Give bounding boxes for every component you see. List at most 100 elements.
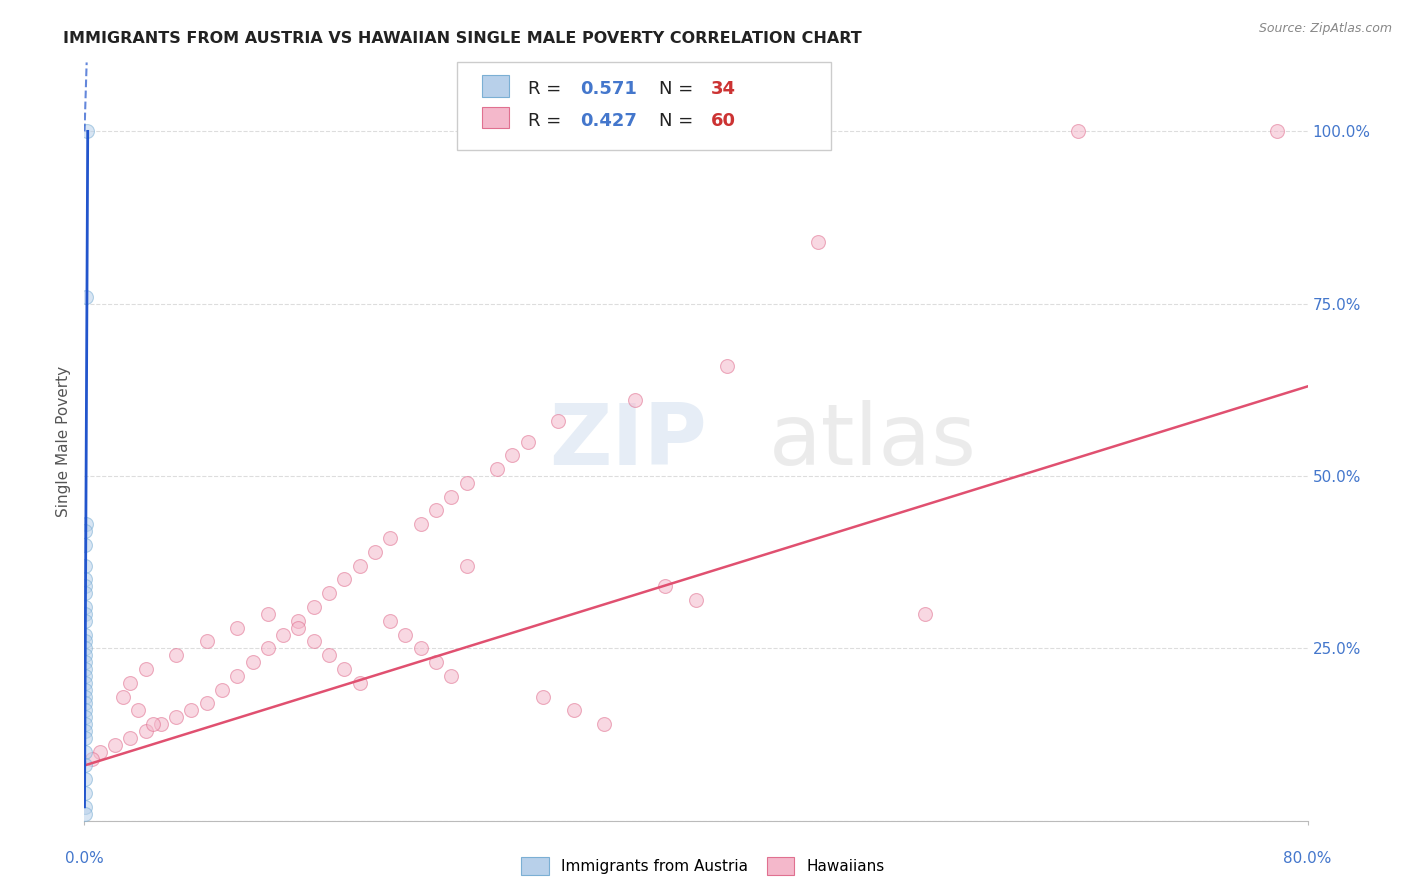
Text: N =: N = xyxy=(659,80,699,98)
Text: 0.427: 0.427 xyxy=(579,112,637,130)
Point xyxy=(440,669,463,683)
Point xyxy=(73,634,96,648)
Point xyxy=(318,648,340,663)
Point xyxy=(73,806,96,821)
Point xyxy=(75,290,97,304)
Point xyxy=(1265,124,1288,138)
Point xyxy=(135,724,157,739)
Point xyxy=(73,648,96,663)
Point xyxy=(807,235,830,249)
Point xyxy=(271,627,294,641)
Point xyxy=(127,703,149,717)
Point xyxy=(73,703,96,717)
Point xyxy=(73,772,96,787)
Point xyxy=(111,690,134,704)
Text: 0.571: 0.571 xyxy=(579,80,637,98)
Legend: Immigrants from Austria, Hawaiians: Immigrants from Austria, Hawaiians xyxy=(513,850,893,882)
Point xyxy=(73,641,96,656)
Point xyxy=(75,524,97,538)
Point xyxy=(380,614,402,628)
Y-axis label: Single Male Poverty: Single Male Poverty xyxy=(56,366,72,517)
Point xyxy=(73,682,96,697)
Point xyxy=(257,607,280,621)
Point xyxy=(73,731,96,745)
Point xyxy=(73,675,96,690)
Point xyxy=(165,710,187,724)
Point xyxy=(502,448,524,462)
Point xyxy=(89,745,111,759)
Point xyxy=(75,579,97,593)
Text: 60: 60 xyxy=(710,112,735,130)
Point xyxy=(287,614,309,628)
Point xyxy=(349,558,371,573)
Point xyxy=(73,669,96,683)
Point xyxy=(165,648,187,663)
Point xyxy=(914,607,936,621)
Point xyxy=(456,558,478,573)
Point xyxy=(73,724,96,739)
Point xyxy=(349,675,371,690)
Point xyxy=(73,607,96,621)
Point xyxy=(624,393,647,408)
Point xyxy=(73,745,96,759)
Point xyxy=(120,731,142,745)
Point xyxy=(242,655,264,669)
Point xyxy=(486,462,509,476)
Text: ZIP: ZIP xyxy=(550,400,707,483)
Point xyxy=(80,751,103,765)
Point xyxy=(302,599,325,614)
Text: atlas: atlas xyxy=(769,400,977,483)
Point xyxy=(73,697,96,711)
Point xyxy=(516,434,538,449)
Point xyxy=(425,655,447,669)
Point xyxy=(73,662,96,676)
Point xyxy=(547,414,569,428)
FancyBboxPatch shape xyxy=(482,107,509,128)
Point xyxy=(333,662,356,676)
Point xyxy=(73,614,96,628)
Point xyxy=(456,475,478,490)
Point xyxy=(654,579,676,593)
Point xyxy=(195,634,218,648)
Text: R =: R = xyxy=(529,112,568,130)
Point xyxy=(73,758,96,772)
Point xyxy=(73,690,96,704)
Point xyxy=(531,690,554,704)
Point xyxy=(142,717,165,731)
Point xyxy=(149,717,172,731)
Point xyxy=(75,573,97,587)
Point xyxy=(226,621,249,635)
Point xyxy=(120,675,142,690)
Point xyxy=(104,738,127,752)
Point xyxy=(226,669,249,683)
FancyBboxPatch shape xyxy=(457,62,831,150)
Text: R =: R = xyxy=(529,80,568,98)
Point xyxy=(394,627,416,641)
Point xyxy=(73,586,96,600)
Point xyxy=(211,682,233,697)
Text: N =: N = xyxy=(659,112,699,130)
Point xyxy=(73,710,96,724)
Text: 80.0%: 80.0% xyxy=(1284,851,1331,866)
Point xyxy=(409,641,432,656)
Point xyxy=(380,531,402,545)
Point xyxy=(562,703,585,717)
Text: Source: ZipAtlas.com: Source: ZipAtlas.com xyxy=(1258,22,1392,36)
Point xyxy=(73,717,96,731)
Point xyxy=(257,641,280,656)
Text: 0.0%: 0.0% xyxy=(65,851,104,866)
Point xyxy=(180,703,202,717)
FancyBboxPatch shape xyxy=(482,75,509,96)
Point xyxy=(333,573,356,587)
Point xyxy=(135,662,157,676)
Point xyxy=(1067,124,1090,138)
Point xyxy=(302,634,325,648)
Point xyxy=(75,517,97,532)
Point xyxy=(440,490,463,504)
Point xyxy=(318,586,340,600)
Point xyxy=(409,517,432,532)
Point xyxy=(716,359,738,373)
Point xyxy=(75,538,97,552)
Point xyxy=(75,558,97,573)
Point xyxy=(73,800,96,814)
